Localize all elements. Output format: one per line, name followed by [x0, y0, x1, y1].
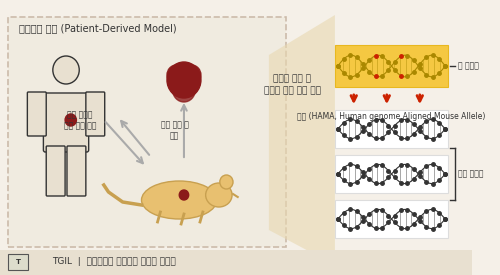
FancyBboxPatch shape — [8, 17, 286, 247]
Circle shape — [65, 114, 76, 126]
Circle shape — [167, 62, 201, 98]
Text: TGIL  |  연세대학교 의과대학 김상우 교수팀: TGIL | 연세대학교 의과대학 김상우 교수팀 — [52, 257, 176, 266]
Circle shape — [167, 65, 186, 85]
Text: 하마 (HAMA, Human genome Aligned Mouse Allele): 하마 (HAMA, Human genome Aligned Mouse All… — [298, 112, 486, 121]
Circle shape — [182, 65, 201, 85]
Ellipse shape — [142, 181, 217, 219]
Ellipse shape — [206, 183, 232, 207]
FancyBboxPatch shape — [0, 0, 472, 275]
Text: 진전 종양도
살면 위해 지시: 진전 종양도 살면 위해 지시 — [64, 110, 96, 130]
FancyBboxPatch shape — [335, 155, 448, 193]
Text: T: T — [16, 259, 20, 265]
FancyBboxPatch shape — [86, 92, 104, 136]
Text: 인간 유전체: 인간 유전체 — [458, 169, 483, 178]
Circle shape — [53, 56, 79, 84]
FancyBboxPatch shape — [67, 146, 86, 196]
FancyBboxPatch shape — [28, 92, 46, 136]
Circle shape — [179, 190, 188, 200]
Text: 쥐 유전체: 쥐 유전체 — [458, 62, 478, 70]
FancyBboxPatch shape — [335, 45, 448, 87]
Polygon shape — [269, 15, 335, 265]
FancyBboxPatch shape — [8, 254, 28, 270]
FancyBboxPatch shape — [335, 200, 448, 238]
FancyBboxPatch shape — [335, 110, 448, 148]
FancyBboxPatch shape — [44, 93, 88, 152]
Circle shape — [181, 77, 196, 93]
Circle shape — [172, 78, 196, 102]
FancyBboxPatch shape — [0, 250, 472, 275]
Text: 증식 배운 수
성숙: 증식 배운 수 성숙 — [160, 120, 188, 140]
Text: 유전체 추출 및
차세대 염기 서열 분석: 유전체 추출 및 차세대 염기 서열 분석 — [264, 75, 321, 95]
Text: 환자유래 모델 (Patient-Derived Model): 환자유래 모델 (Patient-Derived Model) — [19, 23, 176, 33]
Circle shape — [172, 77, 187, 93]
FancyBboxPatch shape — [46, 146, 65, 196]
Circle shape — [220, 175, 233, 189]
